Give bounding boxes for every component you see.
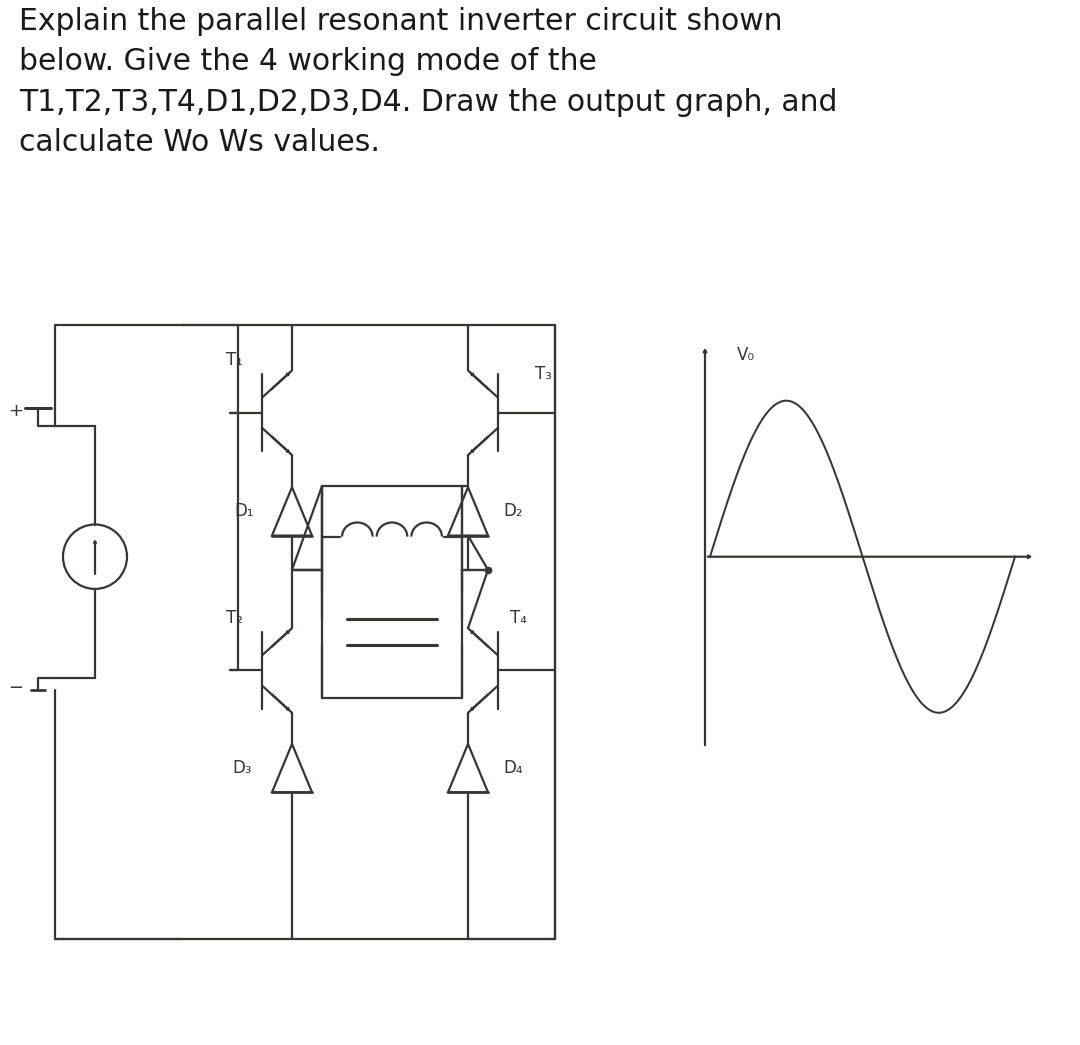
Text: T₄: T₄ (510, 609, 526, 627)
Text: D₁: D₁ (234, 503, 254, 520)
Text: T₁: T₁ (226, 351, 242, 369)
Text: D₂: D₂ (503, 503, 523, 520)
Text: −: − (9, 678, 24, 697)
Text: T₂: T₂ (226, 609, 243, 627)
Text: T₃: T₃ (535, 366, 552, 384)
Text: V₀: V₀ (737, 346, 755, 365)
Text: Explain the parallel resonant inverter circuit shown
below. Give the 4 working m: Explain the parallel resonant inverter c… (19, 6, 838, 157)
Text: D₃: D₃ (232, 759, 252, 777)
Text: +: + (9, 401, 24, 420)
Text: D₄: D₄ (503, 759, 523, 777)
